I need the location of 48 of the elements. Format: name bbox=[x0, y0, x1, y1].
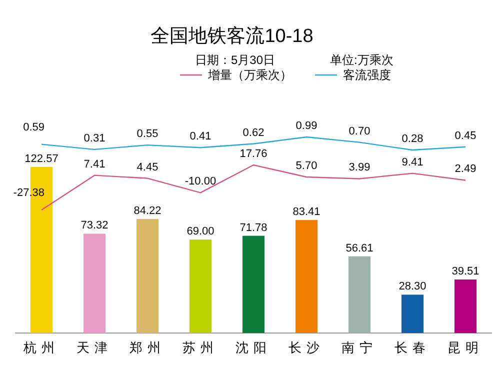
data-label: 3.99 bbox=[348, 162, 370, 174]
bar bbox=[454, 279, 476, 333]
x-tick-label: 杭州 bbox=[22, 340, 60, 355]
bar bbox=[190, 240, 212, 333]
legend-label: 客流强度 bbox=[343, 68, 391, 82]
data-label: 71.78 bbox=[240, 222, 268, 234]
bar bbox=[136, 218, 158, 333]
data-label: 0.55 bbox=[136, 128, 158, 140]
x-tick-label: 长沙 bbox=[288, 340, 324, 355]
x-tick-label: 苏州 bbox=[182, 340, 218, 355]
x-tick-label: 天津 bbox=[76, 340, 112, 355]
bar bbox=[402, 294, 424, 333]
data-label: 17.76 bbox=[240, 148, 268, 160]
text: 单位:万乘次 bbox=[330, 53, 394, 67]
data-label: 0.45 bbox=[454, 130, 476, 142]
data-label: 9.41 bbox=[402, 156, 424, 168]
x-tick-label: 长春 bbox=[394, 340, 430, 355]
data-label: 28.30 bbox=[398, 280, 426, 293]
bar bbox=[348, 256, 370, 333]
data-label: 0.31 bbox=[84, 132, 106, 144]
data-label: 0.28 bbox=[402, 133, 424, 145]
data-label: 7.41 bbox=[84, 158, 106, 170]
legend-label: 增量（万乘次） bbox=[207, 68, 292, 82]
data-label: 0.99 bbox=[296, 120, 318, 132]
data-label: 0.59 bbox=[23, 121, 44, 134]
bar bbox=[84, 234, 106, 333]
data-label: 2.49 bbox=[454, 163, 476, 176]
bar bbox=[296, 220, 318, 333]
data-label: 56.61 bbox=[346, 242, 374, 254]
data-label: 122.57 bbox=[24, 153, 58, 165]
x-tick-label: 南宁 bbox=[342, 340, 378, 355]
x-tick-label: 郑州 bbox=[130, 340, 166, 355]
data-label: 0.41 bbox=[190, 130, 212, 143]
data-label: 0.70 bbox=[348, 125, 370, 138]
x-tick-label: 沈阳 bbox=[236, 340, 272, 355]
data-label: 73.32 bbox=[80, 220, 108, 232]
data-label: 39.51 bbox=[452, 265, 480, 278]
chart-title: 全国地铁客流10-18 bbox=[150, 25, 314, 47]
x-tick-label: 昆明 bbox=[448, 340, 484, 355]
data-label: 0.62 bbox=[242, 126, 264, 139]
data-label: 4.45 bbox=[136, 161, 158, 174]
bar bbox=[242, 236, 264, 333]
data-label: 5.70 bbox=[296, 160, 318, 172]
data-label: 83.41 bbox=[292, 206, 320, 218]
data-label: 69.00 bbox=[186, 226, 214, 238]
text: 日期：5月30日 bbox=[195, 53, 276, 67]
data-label: 84.22 bbox=[134, 204, 162, 217]
data-label: -10.00 bbox=[184, 176, 216, 188]
